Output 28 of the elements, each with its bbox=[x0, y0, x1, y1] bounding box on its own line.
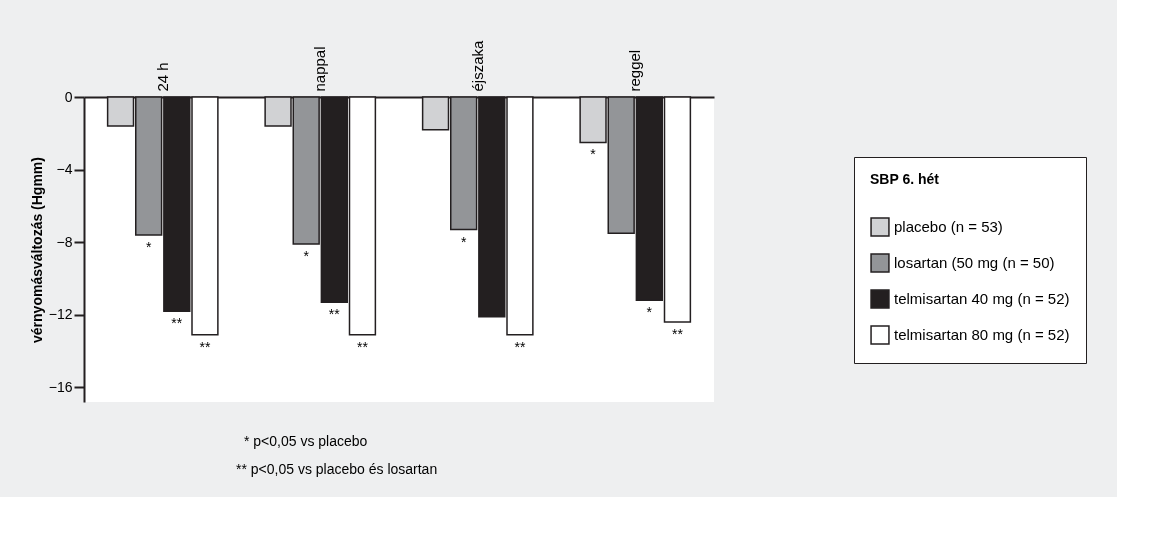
data-label: ** bbox=[356, 338, 369, 355]
data-label: * bbox=[590, 146, 597, 163]
text: ** p<0,05 vs placebo és losartan bbox=[236, 461, 438, 477]
x-tick-label: reggel bbox=[626, 49, 644, 92]
y-tick-label: −12 bbox=[48, 306, 73, 323]
data-label: * bbox=[460, 233, 467, 250]
y-tick-label: −8 bbox=[56, 233, 73, 250]
x-tick-label: éjszaka bbox=[468, 39, 486, 92]
legend-label: losartan (50 mg (n = 50) bbox=[894, 254, 1055, 271]
y-tick-label: −16 bbox=[48, 378, 73, 395]
text: * p<0,05 vs placebo bbox=[244, 433, 368, 449]
data-label: * bbox=[145, 238, 152, 255]
data-label: ** bbox=[514, 338, 526, 355]
legend-label: telmisartan 40 mg (n = 52) bbox=[894, 290, 1070, 307]
y-tick-label: −4 bbox=[56, 161, 73, 178]
x-tick-label: nappal bbox=[311, 46, 329, 92]
data-label: ** bbox=[328, 306, 341, 323]
data-label: * bbox=[646, 304, 653, 321]
y-tick-label: 0 bbox=[64, 88, 73, 105]
y-axis-title: vérnyomásváltozás (Hgmm) bbox=[28, 157, 45, 343]
legend-label: placebo (n = 53) bbox=[894, 218, 1003, 235]
data-label: ** bbox=[199, 338, 211, 355]
data-label: * bbox=[303, 248, 310, 265]
legend-label: telmisartan 80 mg (n = 52) bbox=[894, 326, 1070, 343]
x-tick-label: 24 h bbox=[153, 62, 171, 92]
legend-title: SBP 6. hét bbox=[870, 171, 940, 187]
data-label: ** bbox=[671, 326, 684, 343]
data-label: ** bbox=[171, 315, 183, 332]
